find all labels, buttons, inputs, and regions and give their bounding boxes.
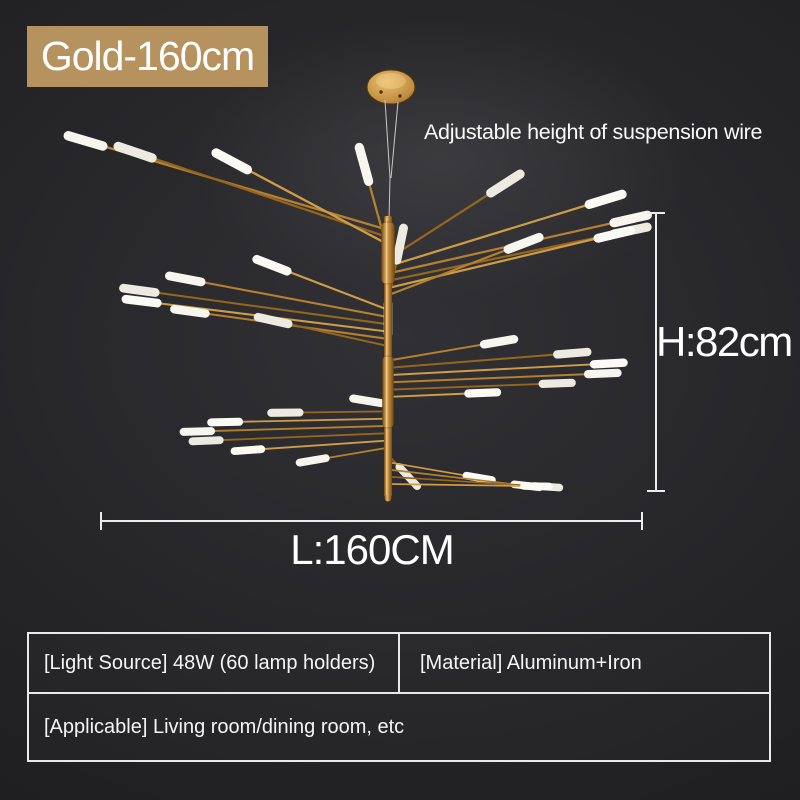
spec-material: [Material] Aluminum+Iron bbox=[420, 651, 642, 674]
spec-row: [Light Source] 48W (60 lamp holders) [Ma… bbox=[29, 634, 769, 694]
spec-table: [Light Source] 48W (60 lamp holders) [Ma… bbox=[27, 632, 771, 762]
dimension-stem bbox=[102, 520, 641, 522]
spec-row: [Applicable] Living room/dining room, et… bbox=[29, 694, 769, 760]
dimension-cap bbox=[647, 212, 665, 214]
length-dimension-line bbox=[100, 512, 643, 530]
height-dimension-line bbox=[647, 212, 665, 492]
variant-badge: Gold-160cm bbox=[27, 26, 268, 87]
height-label: H:82cm bbox=[656, 318, 793, 365]
length-label: L:160CM bbox=[290, 526, 454, 573]
spec-applicable: [Applicable] Living room/dining room, et… bbox=[44, 715, 405, 738]
dimension-stem bbox=[655, 214, 657, 490]
dimension-cap bbox=[647, 490, 665, 492]
variant-badge-label: Gold-160cm bbox=[40, 33, 255, 79]
dimension-cap bbox=[100, 512, 102, 530]
wire-note-label: Adjustable height of suspension wire bbox=[424, 120, 763, 144]
dimension-cap bbox=[641, 512, 643, 530]
spec-light-source: [Light Source] 48W (60 lamp holders) bbox=[29, 634, 400, 692]
